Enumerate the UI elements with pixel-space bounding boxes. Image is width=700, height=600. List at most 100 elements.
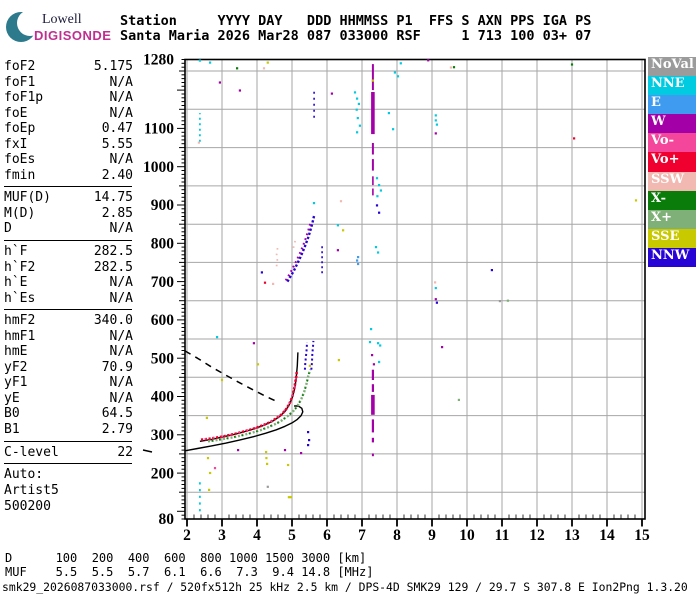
param-label: B0 [4,406,20,422]
svg-text:14: 14 [599,527,615,544]
svg-text:400: 400 [151,389,175,406]
param-value: 2.85 [101,205,133,221]
lowell-digisonde-logo: Lowell DIGISONDE [6,4,116,52]
param-label: foF2 [4,59,36,74]
svg-text:1000: 1000 [143,159,174,176]
cusp-spread-1 [303,342,308,370]
svg-text:13: 13 [564,527,580,544]
param-value: N/A [109,390,133,406]
param-value: 5.55 [101,136,133,152]
param-value: 64.5 [101,406,133,422]
param-label: B1 [4,422,20,438]
rfi-column [371,64,375,457]
param-label: h`F [4,244,28,260]
parameter-panel: foF2 5.175 foF1 N/A foF1p N/A foE N/A foEp 0.47 fx… [4,59,133,515]
param-label: MUF(D) [4,190,51,206]
param-value: N/A [109,152,133,168]
svg-text:3: 3 [218,527,226,544]
param-label: h`E [4,275,28,291]
panel-divider [4,186,132,188]
artist-x-trace-fit [184,405,304,452]
param-value: N/A [109,375,133,391]
lowell-crescent-icon [6,10,40,42]
legend-item-sse: SSE [648,228,696,248]
param-label: hmE [4,344,28,360]
logo-digisonde-text: DIGISONDE [34,28,112,43]
panel-divider [4,240,132,242]
x-axis-labels: 2 3 4 5 6 7 8 9 10 11 12 13 14 15 [183,527,650,544]
param-row-hmf1: hmF1 N/A [4,329,133,345]
param-row-b0: B0 64.5 [4,406,133,422]
grid [185,59,645,519]
param-label: foF1 [4,74,36,90]
plot-frame [184,58,646,520]
echo-direction-legend: NoVal NNE E W Vo- Vo+ SSW X- X+ SSE NNW [648,57,696,268]
param-row-mufd: MUF(D) 14.75 [4,190,133,206]
scatter-dots [197,59,638,499]
svg-text:900: 900 [151,197,175,214]
param-row-clevel: C-level 22 [4,445,133,461]
param-label: hmF1 [4,328,36,344]
logo-lowell-text: Lowell [42,12,82,27]
param-row-yf2: yF2 70.9 [4,360,133,376]
param-value: N/A [109,221,133,237]
legend-item-vo: Vo- [648,133,696,153]
param-value: 0.47 [101,121,133,137]
legend-item-vo: Vo+ [648,152,696,172]
param-row-yf1: yF1 N/A [4,375,133,391]
header-column-titles: Station YYYY DAY DDD HHMMSS P1 FFS S AXN… [120,13,592,29]
svg-text:600: 600 [151,312,175,329]
svg-text:1100: 1100 [144,121,174,138]
param-row-b1: B1 2.79 [4,422,133,438]
param-row-hes: h`Es N/A [4,291,133,307]
second-hop-pink-flank-2 [292,237,297,249]
autoscaling-note: Auto: [4,467,44,483]
param-value: N/A [109,105,133,121]
param-label: yF2 [4,359,28,375]
param-label: M(D) [4,205,36,221]
legend-item-ssw: SSW [648,171,696,191]
panel-divider [4,440,132,442]
cusp-spread-2 [310,340,315,370]
header-station-values: Santa Maria 2026 Mar28 087 033000 RSF 1 … [120,28,592,44]
param-label: foE [4,105,28,121]
svg-text:5: 5 [288,527,296,544]
param-label: yE [4,390,20,406]
muf-transmission-curve [184,350,278,403]
param-value: N/A [109,90,133,106]
second-hop-purple [284,221,312,281]
param-label: h`Es [4,290,36,306]
param-value: N/A [109,328,133,344]
param-label: h`F2 [4,259,36,275]
param-row-he: h`E N/A [4,275,133,291]
param-label: D [4,221,12,237]
svg-text:800: 800 [151,236,175,253]
footer-info: smk29_2026087033000.rsf / 520fx512h 25 k… [2,580,688,594]
svg-text:200: 200 [151,465,175,482]
param-row-fxi: fxI 5.55 [4,137,133,153]
legend-item-noval: NoVal [648,57,696,77]
param-label: fxI [4,136,28,152]
param-label: fmin [4,167,36,183]
param-value: 340.0 [93,313,133,329]
param-value: 14.75 [93,190,133,206]
param-row-hf: h`F 282.5 [4,244,133,260]
param-row-foep: foEp 0.47 [4,121,133,137]
param-row-foe: foE N/A [4,106,133,122]
param-value: 282.5 [93,244,133,260]
svg-text:9: 9 [428,527,436,544]
param-label: C-level [4,444,59,460]
second-hop-pink-flank-1 [275,247,279,267]
param-value: 282.5 [93,259,133,275]
panel-divider [4,463,132,465]
legend-item-x: X- [648,190,696,210]
param-value: 70.9 [101,359,133,375]
x-axis-ticks [186,514,643,527]
legend-item-x: X+ [648,209,696,229]
svg-text:500: 500 [151,350,175,367]
param-row-fmin: fmin 2.40 [4,168,133,184]
d-distance-row: D 100 200 400 600 800 1000 1500 3000 [km… [5,551,367,565]
artist-o-trace-fit [199,352,299,442]
param-row-hme: hmE N/A [4,344,133,360]
svg-text:8: 8 [393,527,401,544]
